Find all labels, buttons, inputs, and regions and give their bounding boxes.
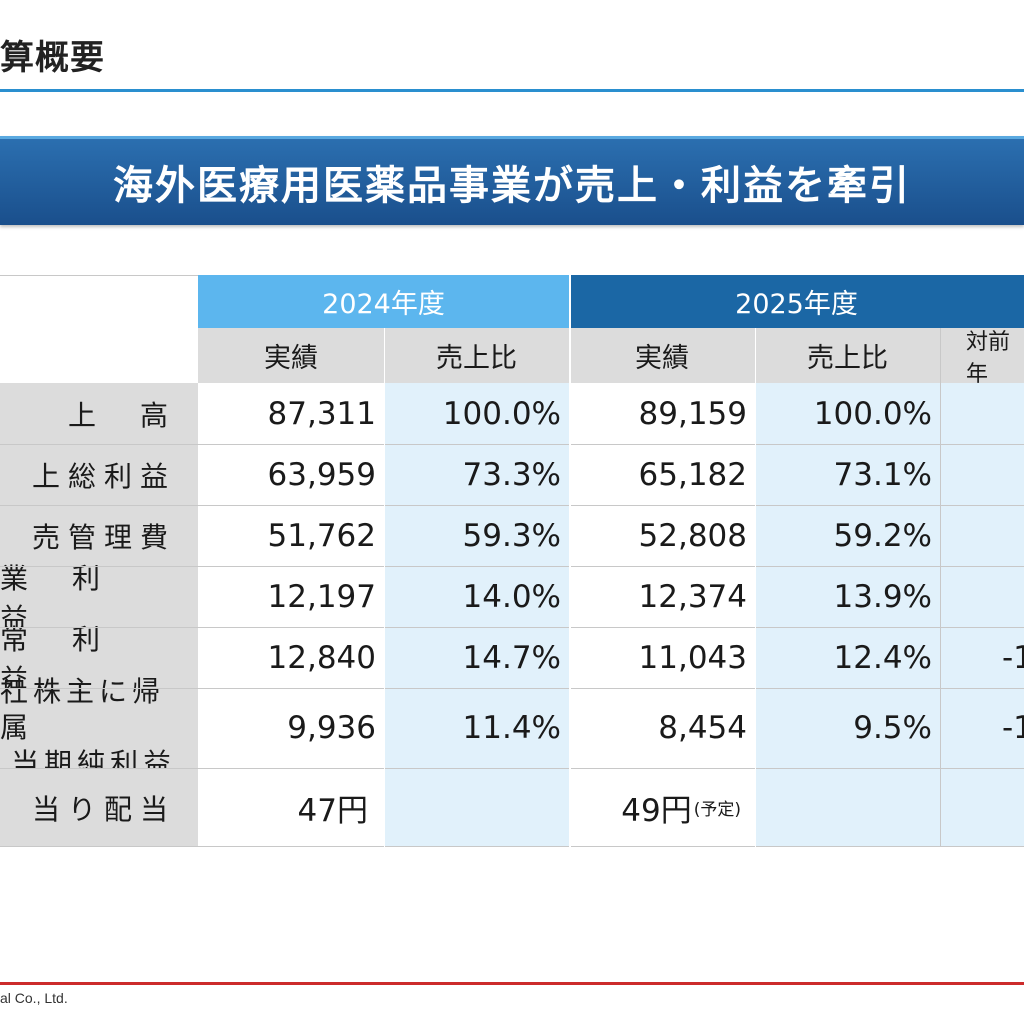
row-label-sga: 売管理費 <box>0 505 198 566</box>
grid-line <box>0 444 1024 445</box>
cell-ratio-2025: 9.5% <box>755 688 940 768</box>
grid-line <box>0 505 1024 506</box>
subheader-ratio-2024: 売上比 <box>384 328 569 383</box>
cell-ratio-2024 <box>384 768 569 847</box>
cell-ratio-2025: 12.4% <box>755 627 940 688</box>
cell-ratio-2025 <box>755 768 940 847</box>
grid-line <box>0 768 1024 769</box>
cell-actual-2024: 9,936 <box>198 688 384 768</box>
row-label-line1: 社株主に帰属 <box>0 675 166 744</box>
dividend-2025-value: 49円 <box>621 793 692 829</box>
cell-actual-2024: 87,311 <box>198 383 384 444</box>
page-title: 算概要 <box>0 38 105 78</box>
grid-line <box>755 328 756 847</box>
row-label-operating-profit: 業 利 益 <box>0 562 198 635</box>
headline-banner: 海外医療用医薬品事業が売上・利益を牽引 <box>0 136 1024 225</box>
cell-ratio-2025: 100.0% <box>755 383 940 444</box>
row-label-dividend: 当り配当 <box>0 768 198 847</box>
cell-yoy: -1 <box>940 627 1024 688</box>
footer-divider <box>0 982 1024 985</box>
cell-actual-2024: 51,762 <box>198 505 384 566</box>
cell-ratio-2024: 73.3% <box>384 444 569 505</box>
cell-actual-2025: 89,159 <box>569 383 755 444</box>
cell-ratio-2025: 59.2% <box>755 505 940 566</box>
subheader-actual-2024: 実績 <box>198 328 384 383</box>
grid-line <box>0 566 1024 567</box>
cell-yoy <box>940 768 1024 847</box>
subheader-ratio-2025: 売上比 <box>755 328 940 383</box>
cell-ratio-2024: 59.3% <box>384 505 569 566</box>
header-fy2024: 2024年度 <box>198 275 569 328</box>
copyright-footer: al Co., Ltd. <box>0 990 68 1006</box>
cell-yoy <box>940 383 1024 444</box>
title-divider <box>0 89 1024 92</box>
cell-actual-2025: 49円 (予定) <box>569 768 755 847</box>
cell-actual-2025: 8,454 <box>569 688 755 768</box>
subheader-actual-2025: 実績 <box>569 328 755 383</box>
cell-yoy <box>940 505 1024 566</box>
cell-yoy <box>940 444 1024 505</box>
header-fy2025: 2025年度 <box>569 275 1024 328</box>
cell-ratio-2024: 14.7% <box>384 627 569 688</box>
subheader-yoy: 対前年 <box>940 328 1024 387</box>
grid-line <box>940 328 941 847</box>
cell-actual-2024: 12,197 <box>198 566 384 627</box>
row-label-gross-profit: 上総利益 <box>0 444 198 505</box>
cell-yoy <box>940 566 1024 627</box>
cell-actual-2024: 63,959 <box>198 444 384 505</box>
cell-actual-2024: 47円 <box>198 768 384 847</box>
row-label-net-sales: 上 高 <box>0 383 198 444</box>
corner-cell <box>0 275 198 383</box>
cell-ratio-2024: 14.0% <box>384 566 569 627</box>
grid-line <box>0 627 1024 628</box>
row-label-net-income: 社株主に帰属 当期純利益 <box>0 675 198 780</box>
cell-actual-2025: 52,808 <box>569 505 755 566</box>
grid-line <box>384 328 385 847</box>
cell-ratio-2025: 73.1% <box>755 444 940 505</box>
grid-line <box>0 846 1024 847</box>
cell-actual-2025: 65,182 <box>569 444 755 505</box>
dividend-2025-note: (予定) <box>693 800 741 820</box>
grid-line <box>0 275 198 276</box>
cell-actual-2025: 11,043 <box>569 627 755 688</box>
financial-summary-table: 2024年度 2025年度 実績 売上比 実績 売上比 対前年 上 高 87,3… <box>0 275 1024 847</box>
cell-actual-2024: 12,840 <box>198 627 384 688</box>
headline-text: 海外医療用医薬品事業が売上・利益を牽引 <box>113 163 911 209</box>
grid-line <box>0 688 1024 689</box>
cell-ratio-2024: 100.0% <box>384 383 569 444</box>
cell-ratio-2025: 13.9% <box>755 566 940 627</box>
grid-line <box>569 275 571 847</box>
cell-yoy: -1 <box>940 688 1024 768</box>
cell-ratio-2024: 11.4% <box>384 688 569 768</box>
cell-actual-2025: 12,374 <box>569 566 755 627</box>
